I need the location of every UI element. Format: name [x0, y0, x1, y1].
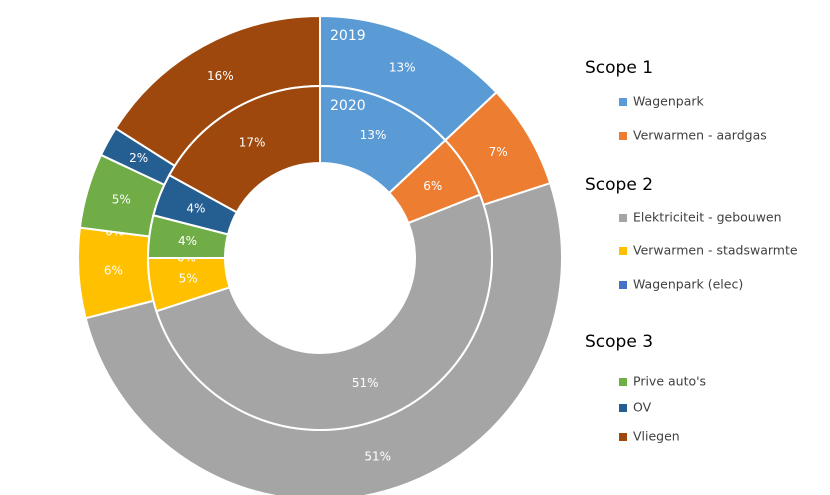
legend-swatch: [619, 247, 627, 255]
data-label: 4%: [186, 201, 205, 215]
legend-label: Verwarmen - stadswarmte: [633, 243, 798, 258]
series-label: 2020: [330, 98, 366, 114]
legend-group-title: Scope 1: [585, 58, 653, 78]
legend-swatch: [619, 281, 627, 289]
data-label: 51%: [364, 449, 391, 463]
legend-swatch: [619, 132, 627, 140]
legend-group-title: Scope 2: [585, 175, 653, 195]
data-label: 2%: [129, 151, 148, 165]
legend-swatch: [619, 98, 627, 106]
legend-group-title: Scope 3: [585, 332, 653, 352]
donut-segment: [167, 84, 321, 214]
data-label: 7%: [489, 145, 508, 159]
legend-label: Wagenpark (elec): [633, 277, 743, 292]
data-label: 13%: [360, 128, 387, 142]
data-label: 17%: [239, 136, 266, 150]
legend-label: Prive auto's: [633, 374, 706, 389]
legend-label: Vliegen: [633, 429, 680, 444]
data-label: 13%: [389, 61, 416, 75]
data-label: 16%: [207, 69, 234, 83]
data-label: 51%: [352, 376, 379, 390]
legend-swatch: [619, 378, 627, 386]
data-label: 6%: [104, 263, 123, 277]
series-label: 2019: [330, 28, 366, 44]
data-label: 5%: [179, 271, 198, 285]
legend-swatch: [619, 433, 627, 441]
donut-segment: [155, 193, 493, 431]
legend-label: Verwarmen - aardgas: [633, 128, 767, 143]
data-label: 6%: [423, 179, 442, 193]
data-label: 5%: [112, 193, 131, 207]
data-label: 4%: [178, 234, 197, 248]
legend-swatch: [619, 214, 627, 222]
legend-label: OV: [633, 400, 652, 415]
legend-label: Elektriciteit - gebouwen: [633, 210, 782, 225]
legend-swatch: [619, 404, 627, 412]
legend-label: Wagenpark: [633, 94, 705, 109]
